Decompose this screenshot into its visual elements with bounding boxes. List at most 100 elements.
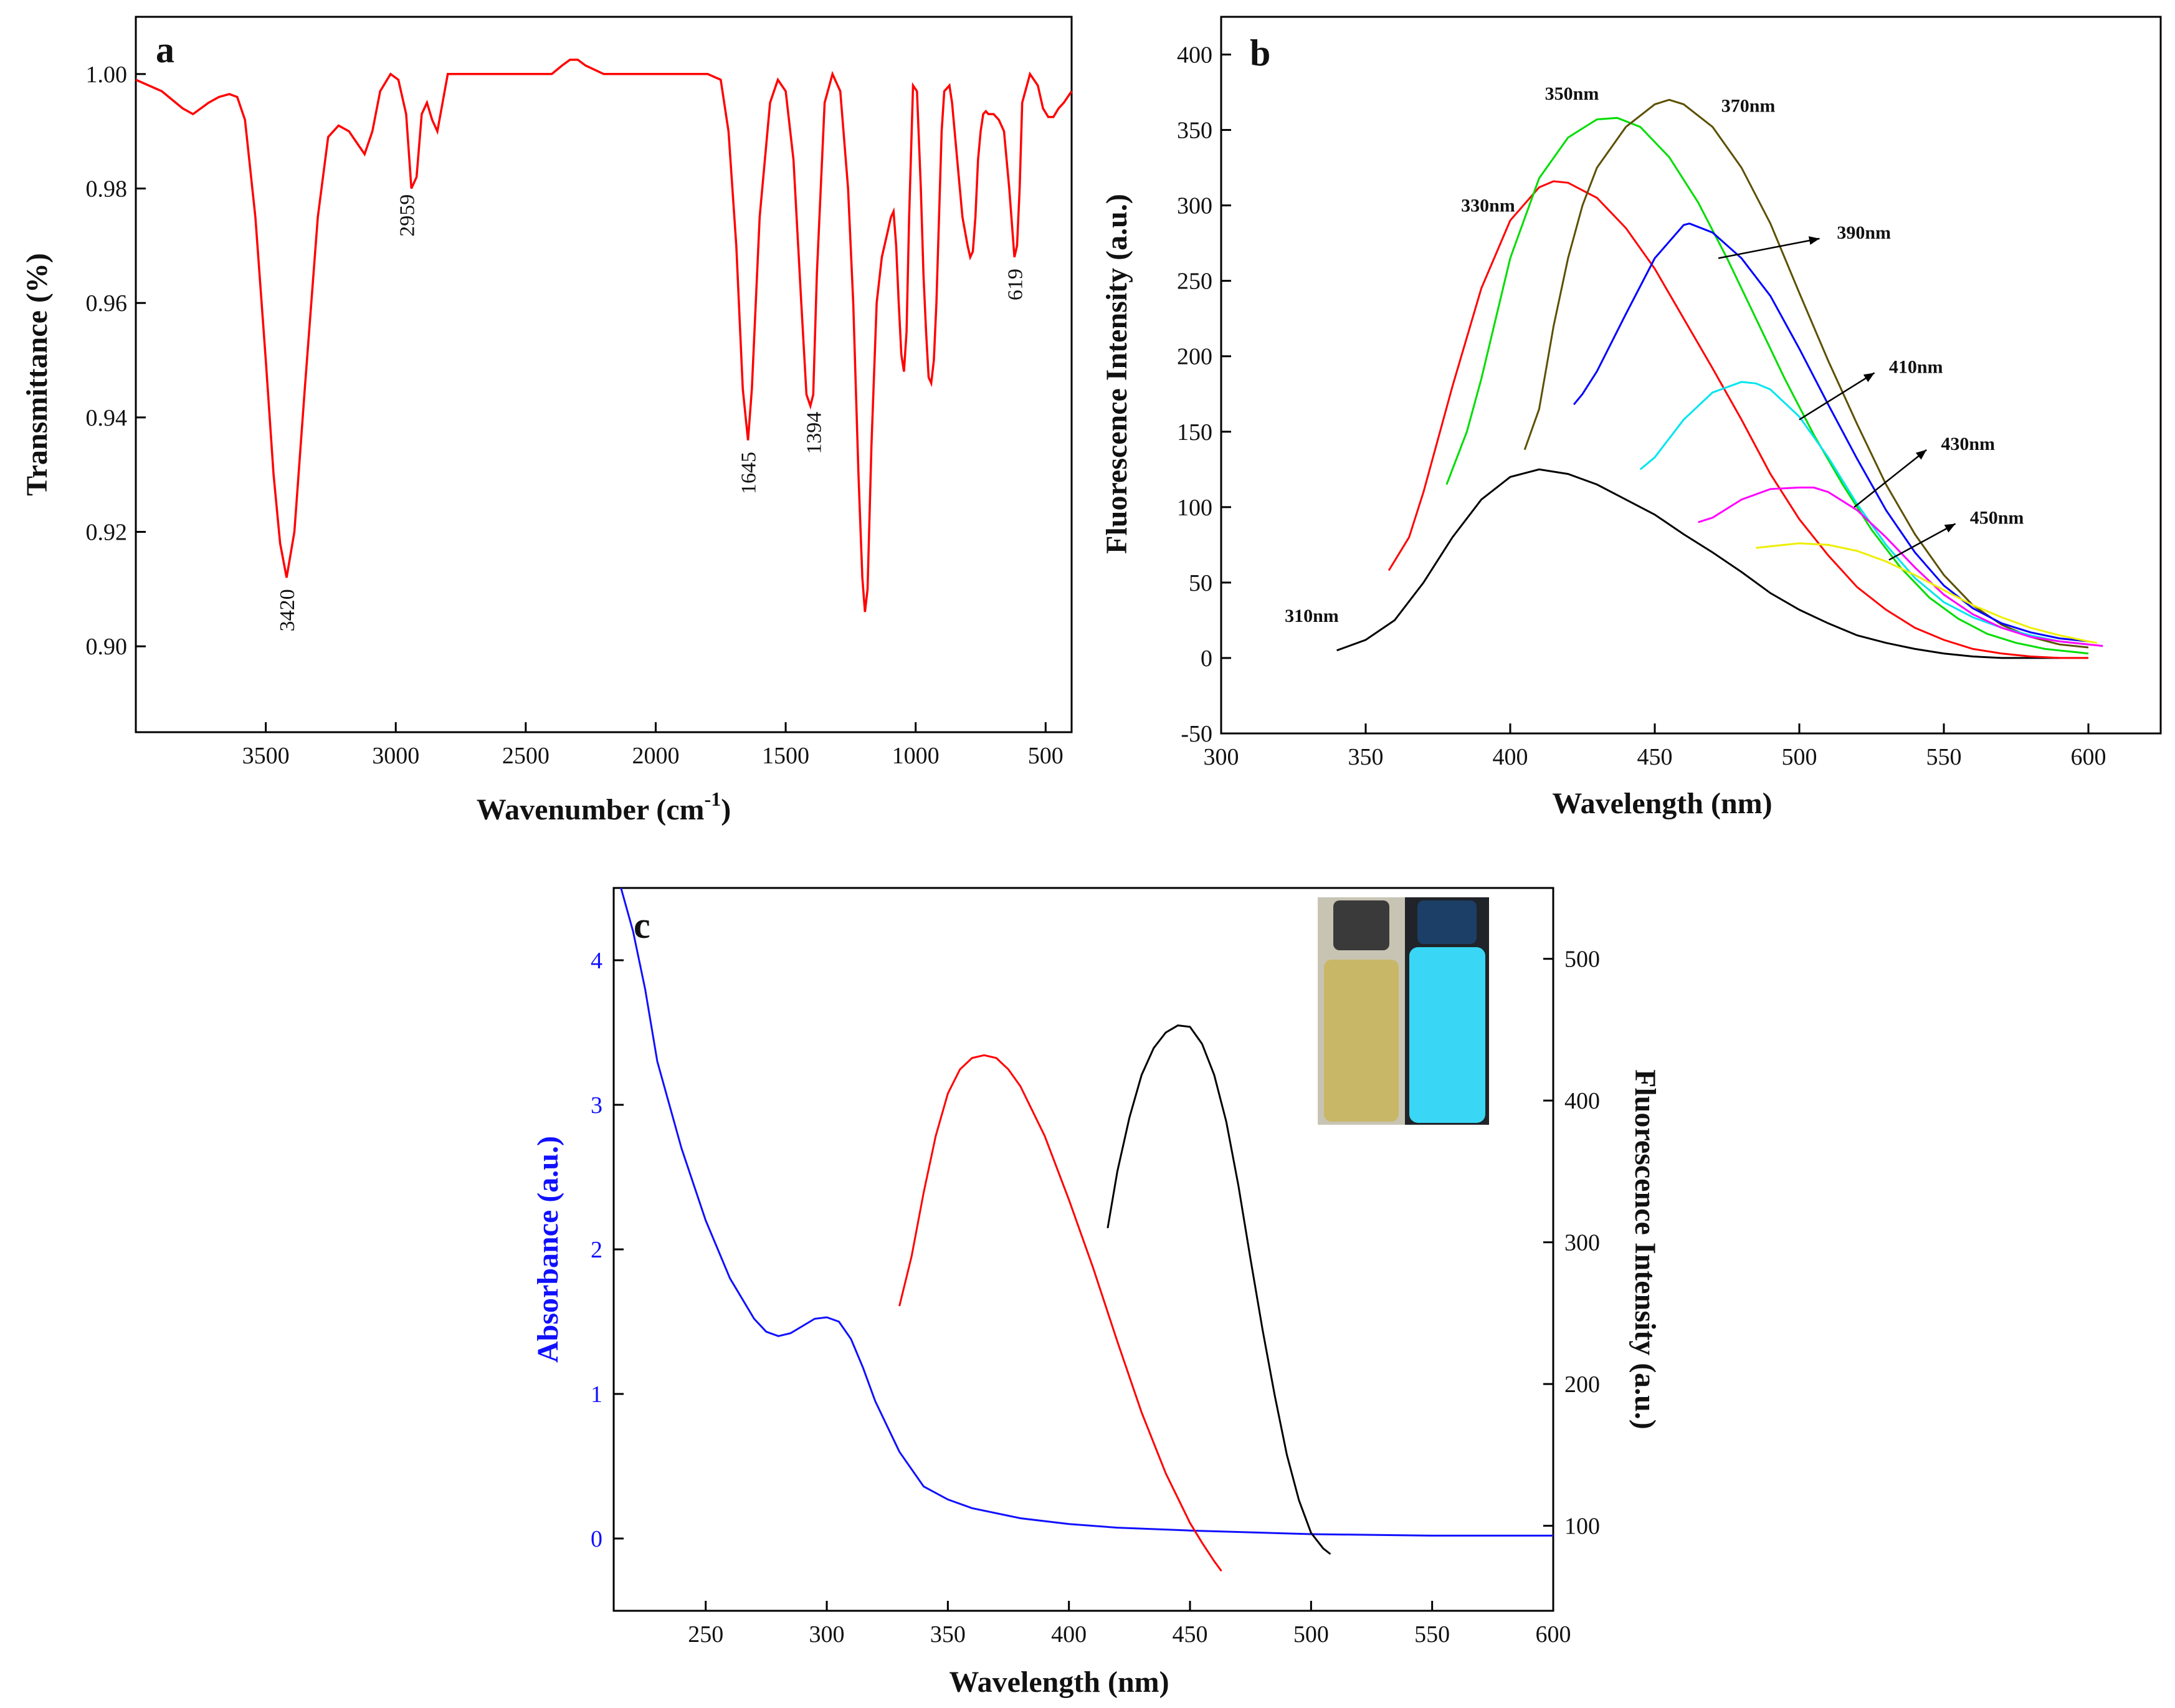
- panel-b-x-tick-label: 400: [1493, 744, 1528, 770]
- vial-photo-inset: [1318, 897, 1489, 1125]
- panel-c-right-tick-label: 500: [1564, 947, 1600, 973]
- leader-arrowhead-390nm: [1808, 236, 1820, 245]
- panel-b-fluorescence: 300 350 400 450 500 550 600 -50 0 50 100 150 200 250 3…: [1100, 16, 2162, 820]
- panel-a-x-tick-label: 2000: [632, 743, 679, 769]
- curve-label-410nm: 410nm: [1889, 356, 1943, 377]
- panel-c-letter: c: [634, 905, 650, 946]
- panel-b-x-tick-label: 450: [1637, 744, 1673, 770]
- leader-arrowhead-430nm: [1915, 449, 1927, 460]
- panel-a-x-tick-label: 1000: [892, 743, 940, 769]
- panel-a-x-tick-label: 3000: [372, 743, 419, 769]
- leader-arrow-390nm: [1718, 237, 1820, 259]
- panel-c-x-tick-label: 400: [1051, 1621, 1087, 1648]
- leader-arrow-450nm: [1888, 523, 1956, 561]
- vial-photo-uv-cap: [1417, 900, 1477, 944]
- panel-a-y-tick-label: 0.90: [86, 634, 128, 660]
- series-line-excitation: [898, 1054, 1222, 1572]
- panel-a-y-tick-label: 1.00: [86, 62, 128, 88]
- panel-a-y-tick-label: 0.94: [86, 405, 128, 431]
- panel-a-letter: a: [156, 29, 174, 70]
- panel-a-plot-frame: [135, 16, 1073, 733]
- panel-c-x-tick-label: 600: [1536, 1621, 1571, 1648]
- leader-arrowhead-450nm: [1944, 523, 1956, 533]
- panel-c-right-tick-label: 200: [1564, 1372, 1600, 1398]
- panel-c-left-tick-label: 3: [591, 1092, 602, 1119]
- panel-c-left-tick-label: 4: [591, 948, 602, 974]
- panel-c-ticks: 250 300 350 400 450 500 550 600 0 1 2 3 4 100 200 300 40…: [591, 947, 1600, 1648]
- panel-a-x-tick-label: 500: [1028, 743, 1064, 769]
- panel-b-y-tick-label: 200: [1177, 344, 1212, 370]
- panel-c-x-tick-label: 250: [688, 1621, 723, 1648]
- curve-label-350nm: 350nm: [1545, 83, 1599, 104]
- panel-a-x-tick-label: 1500: [762, 743, 809, 769]
- panel-b-x-tick-label: 550: [1926, 744, 1962, 770]
- ftir-series-line: [135, 59, 1073, 613]
- panel-c-left-tick-label: 2: [591, 1237, 602, 1263]
- series-line-390nm: [1573, 222, 2089, 642]
- peak-label-1645: 1645: [738, 452, 761, 494]
- panel-a-ftir: 3500 3000 2500 2000 1500 1000 500 0.90 0.92 0.94 0…: [21, 16, 1073, 826]
- panel-b-x-axis-title: Wavelength (nm): [1552, 787, 1772, 820]
- series-line-430nm: [1698, 486, 2103, 647]
- panel-c-x-tick-label: 450: [1173, 1621, 1208, 1648]
- panel-a-x-tick-label: 2500: [502, 743, 550, 769]
- series-line-350nm: [1445, 117, 2089, 655]
- panel-b-letter: b: [1250, 32, 1270, 74]
- panel-b-y-tick-label: 250: [1177, 269, 1212, 295]
- panel-c-x-tick-label: 350: [930, 1621, 966, 1648]
- panel-b-y-tick-label: 0: [1201, 646, 1212, 672]
- leader-arrow-430nm: [1854, 449, 1927, 508]
- panel-b-y-tick-label: 100: [1177, 495, 1212, 521]
- peak-label-3420: 3420: [276, 589, 299, 631]
- panel-b-x-tick-label: 500: [1782, 744, 1817, 770]
- panel-c-series: [620, 887, 1553, 1572]
- panel-c-right-tick-label: 100: [1564, 1514, 1600, 1540]
- panel-b-y-tick-label: 150: [1177, 419, 1212, 446]
- curve-label-310nm: 310nm: [1285, 606, 1339, 626]
- series-line-370nm: [1523, 98, 2089, 649]
- panel-b-y-tick-label: -50: [1181, 721, 1212, 747]
- panel-b-y-tick-label: 50: [1189, 570, 1212, 596]
- peak-label-619: 619: [1004, 269, 1027, 300]
- panel-c-x-tick-label: 500: [1293, 1621, 1329, 1648]
- panel-b-ticks: 300 350 400 450 500 550 600 -50 0 50 100 150 200 250 3…: [1177, 42, 2106, 770]
- panel-c-left-tick-label: 0: [591, 1526, 602, 1552]
- panel-b-series: [1336, 98, 2103, 659]
- panel-b-y-tick-label: 300: [1177, 193, 1212, 219]
- curve-label-450nm: 450nm: [1970, 507, 2024, 528]
- panel-c-right-tick-label: 300: [1564, 1230, 1600, 1256]
- panel-a-x-tick-label: 3500: [242, 743, 290, 769]
- leader-arrowhead-410nm: [1863, 373, 1875, 383]
- panel-b-x-tick-label: 350: [1348, 744, 1384, 770]
- series-line-emission: [1107, 1024, 1331, 1555]
- series-line-330nm: [1387, 180, 2088, 659]
- panel-c-left-tick-label: 1: [591, 1381, 602, 1408]
- panel-b-y-axis-title: Fluorescence Intensity (a.u.): [1100, 194, 1133, 554]
- panel-c-right-axis-title: Fluorescence Intensity (a.u.): [1629, 1069, 1662, 1429]
- leader-arrow-410nm: [1799, 372, 1875, 421]
- curve-label-370nm: 370nm: [1721, 96, 1776, 117]
- panel-a-y-tick-label: 0.96: [86, 290, 128, 317]
- panel-b-x-tick-label: 300: [1204, 744, 1239, 770]
- curve-label-430nm: 430nm: [1941, 434, 1995, 454]
- curve-label-390nm: 390nm: [1837, 222, 1891, 243]
- panel-a-y-tick-label: 0.92: [86, 520, 128, 546]
- panel-a-peak-annotations: 3420 2959 1645 1394 619: [276, 194, 1027, 632]
- series-line-450nm: [1756, 542, 2098, 644]
- vial-photo-uv-liquid: [1409, 947, 1485, 1123]
- panel-a-y-tick-label: 0.98: [86, 176, 128, 203]
- panel-c-x-tick-label: 550: [1414, 1621, 1450, 1648]
- panel-a-y-axis-title: Transmittance (%): [21, 253, 54, 496]
- panel-b-plot-frame: [1220, 16, 2162, 735]
- panel-c-absorbance-fluorescence: 250 300 350 400 450 500 550 600 0 1 2 3 4 100 200 300 40…: [531, 887, 1662, 1699]
- panel-a-x-axis-title: Wavenumber (cm-1): [477, 788, 731, 826]
- panel-c-x-tick-label: 300: [809, 1621, 845, 1648]
- vial-photo-daylight-cap: [1333, 900, 1389, 950]
- panel-b-curve-labels: 310nm 330nm 350nm 370nm 390nm 410nm 430nm 450nm: [1285, 83, 2024, 626]
- vial-photo-daylight-liquid: [1324, 960, 1399, 1122]
- panel-b-x-tick-label: 600: [2071, 744, 2106, 770]
- peak-label-2959: 2959: [396, 194, 419, 237]
- curve-label-330nm: 330nm: [1461, 195, 1515, 216]
- series-line-absorbance: [620, 887, 1553, 1537]
